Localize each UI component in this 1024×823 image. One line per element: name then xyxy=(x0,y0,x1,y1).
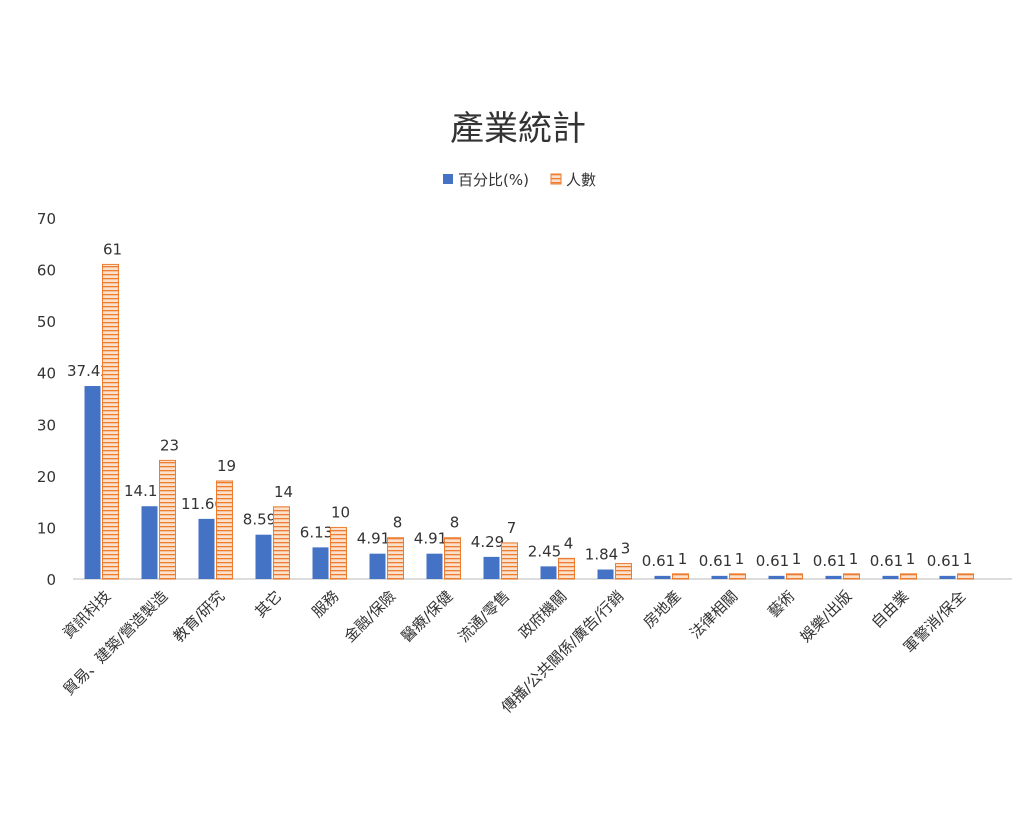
y-tick-label: 70 xyxy=(37,210,56,228)
bar-count xyxy=(444,537,461,580)
data-label-count: 8 xyxy=(450,514,460,532)
data-label-percent: 14.11 xyxy=(124,482,167,500)
data-label-count: 19 xyxy=(217,457,236,475)
bar-count xyxy=(330,526,347,580)
data-label-count: 10 xyxy=(331,503,350,521)
bar-count xyxy=(615,563,632,580)
data-label-percent: 4.29 xyxy=(471,533,504,551)
data-label-count: 1 xyxy=(735,550,745,568)
x-tick-label: 房地產 xyxy=(640,587,685,632)
x-tick-label: 醫療/保健 xyxy=(398,587,457,646)
data-label-count: 1 xyxy=(963,550,973,568)
data-label-percent: 0.61 xyxy=(699,552,732,570)
bar-percent xyxy=(825,575,842,579)
bar-count xyxy=(102,263,119,580)
bar-percent xyxy=(882,575,899,579)
bar-count xyxy=(729,573,746,580)
data-label-percent: 4.91 xyxy=(414,530,447,548)
y-tick-label: 0 xyxy=(46,571,56,589)
y-tick-label: 10 xyxy=(37,519,56,537)
x-tick-label: 軍警消/保全 xyxy=(900,587,969,656)
bar-percent xyxy=(483,556,500,579)
x-tick-label: 金融/保險 xyxy=(341,587,400,646)
bar-percent xyxy=(255,534,272,579)
x-tick-label: 流通/零售 xyxy=(455,587,514,646)
bar-count xyxy=(216,480,233,580)
bar-count xyxy=(501,542,518,580)
x-tick-label: 服務 xyxy=(308,587,342,621)
data-label-count: 1 xyxy=(906,550,916,568)
bar-percent xyxy=(768,575,785,579)
data-label-percent: 0.61 xyxy=(927,552,960,570)
data-label-percent: 6.13 xyxy=(300,523,333,541)
bar-percent xyxy=(597,569,614,579)
bar-count xyxy=(159,459,176,580)
data-label-count: 8 xyxy=(393,514,403,532)
data-label-percent: 0.61 xyxy=(756,552,789,570)
x-tick-label: 政府機關 xyxy=(515,587,570,642)
x-tick-label: 自由業 xyxy=(868,587,913,632)
bar-count xyxy=(273,506,290,580)
data-label-percent: 0.61 xyxy=(813,552,846,570)
x-tick-label: 法律相關 xyxy=(686,587,741,642)
data-label-percent: 0.61 xyxy=(870,552,903,570)
bar-count xyxy=(843,573,860,580)
data-label-count: 14 xyxy=(274,483,293,501)
data-label-percent: 4.91 xyxy=(357,530,390,548)
data-label-count: 4 xyxy=(564,534,574,552)
chart-title: 產業統計 xyxy=(450,109,586,149)
data-label-count: 1 xyxy=(678,550,688,568)
data-label-count: 1 xyxy=(792,550,802,568)
legend: 百分比(%) 人數 xyxy=(443,171,596,189)
bar-count xyxy=(672,573,689,580)
data-label-percent: 37.42 xyxy=(67,362,110,380)
data-label-count: 1 xyxy=(849,550,859,568)
bar-count xyxy=(957,573,974,580)
bar-count xyxy=(558,557,575,580)
bar-percent xyxy=(84,386,101,579)
bar-percent xyxy=(198,518,215,579)
bar-count xyxy=(900,573,917,580)
x-tick-label: 資訊科技 xyxy=(59,587,114,642)
bar-percent xyxy=(654,575,671,579)
bar-percent xyxy=(141,506,158,579)
x-tick-label: 其它 xyxy=(251,587,285,621)
legend-swatch-count xyxy=(550,173,562,185)
data-label-percent: 8.59 xyxy=(243,511,276,529)
y-tick-label: 40 xyxy=(37,365,56,383)
y-tick-label: 50 xyxy=(37,313,56,331)
bar-count xyxy=(387,537,404,580)
data-label-count: 7 xyxy=(507,519,517,537)
data-label-percent: 0.61 xyxy=(642,552,675,570)
bar-percent xyxy=(426,553,443,579)
x-tick-label: 娛樂/出版 xyxy=(797,587,856,646)
x-tick-label: 教育/研究 xyxy=(170,587,229,646)
bar-percent xyxy=(369,553,386,579)
bar-percent xyxy=(939,575,956,579)
data-label-percent: 2.45 xyxy=(528,542,561,560)
y-tick-label: 60 xyxy=(37,262,56,280)
data-label-count: 3 xyxy=(621,540,631,558)
legend-label-count: 人數 xyxy=(566,171,596,189)
legend-label-percent: 百分比(%) xyxy=(458,171,529,189)
x-tick-label: 藝術 xyxy=(764,587,798,621)
x-tick-label: 貿易、建築/營造製造 xyxy=(60,587,172,699)
data-label-percent: 11.66 xyxy=(181,495,224,513)
data-label-count: 61 xyxy=(103,240,122,258)
bar-percent xyxy=(540,566,557,579)
bar-percent xyxy=(312,547,329,579)
bar-percent xyxy=(711,575,728,579)
y-tick-label: 20 xyxy=(37,468,56,486)
y-tick-label: 30 xyxy=(37,416,56,434)
data-label-count: 23 xyxy=(160,436,179,454)
data-label-percent: 1.84 xyxy=(585,546,618,564)
legend-swatch-percent xyxy=(443,174,453,184)
bar-count xyxy=(786,573,803,580)
